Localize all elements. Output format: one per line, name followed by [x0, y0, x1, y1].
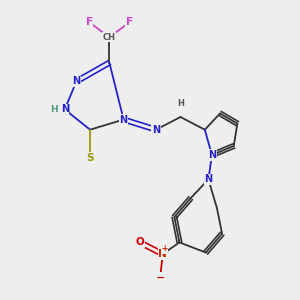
Text: +: +	[161, 244, 167, 253]
Text: F: F	[126, 17, 133, 27]
Text: N: N	[61, 104, 69, 114]
Text: H: H	[50, 105, 57, 114]
Text: −: −	[155, 273, 165, 283]
Text: N: N	[119, 115, 128, 124]
Text: CH: CH	[103, 33, 116, 42]
Text: F: F	[85, 17, 93, 27]
Text: H: H	[177, 99, 184, 108]
Text: O: O	[136, 237, 144, 248]
Text: N: N	[204, 174, 212, 184]
Text: O: O	[156, 273, 164, 283]
Text: N: N	[158, 249, 167, 259]
Text: S: S	[86, 153, 94, 163]
Text: N: N	[152, 125, 160, 135]
Text: N: N	[208, 150, 216, 160]
Text: N: N	[61, 104, 69, 114]
Text: N: N	[72, 76, 80, 86]
